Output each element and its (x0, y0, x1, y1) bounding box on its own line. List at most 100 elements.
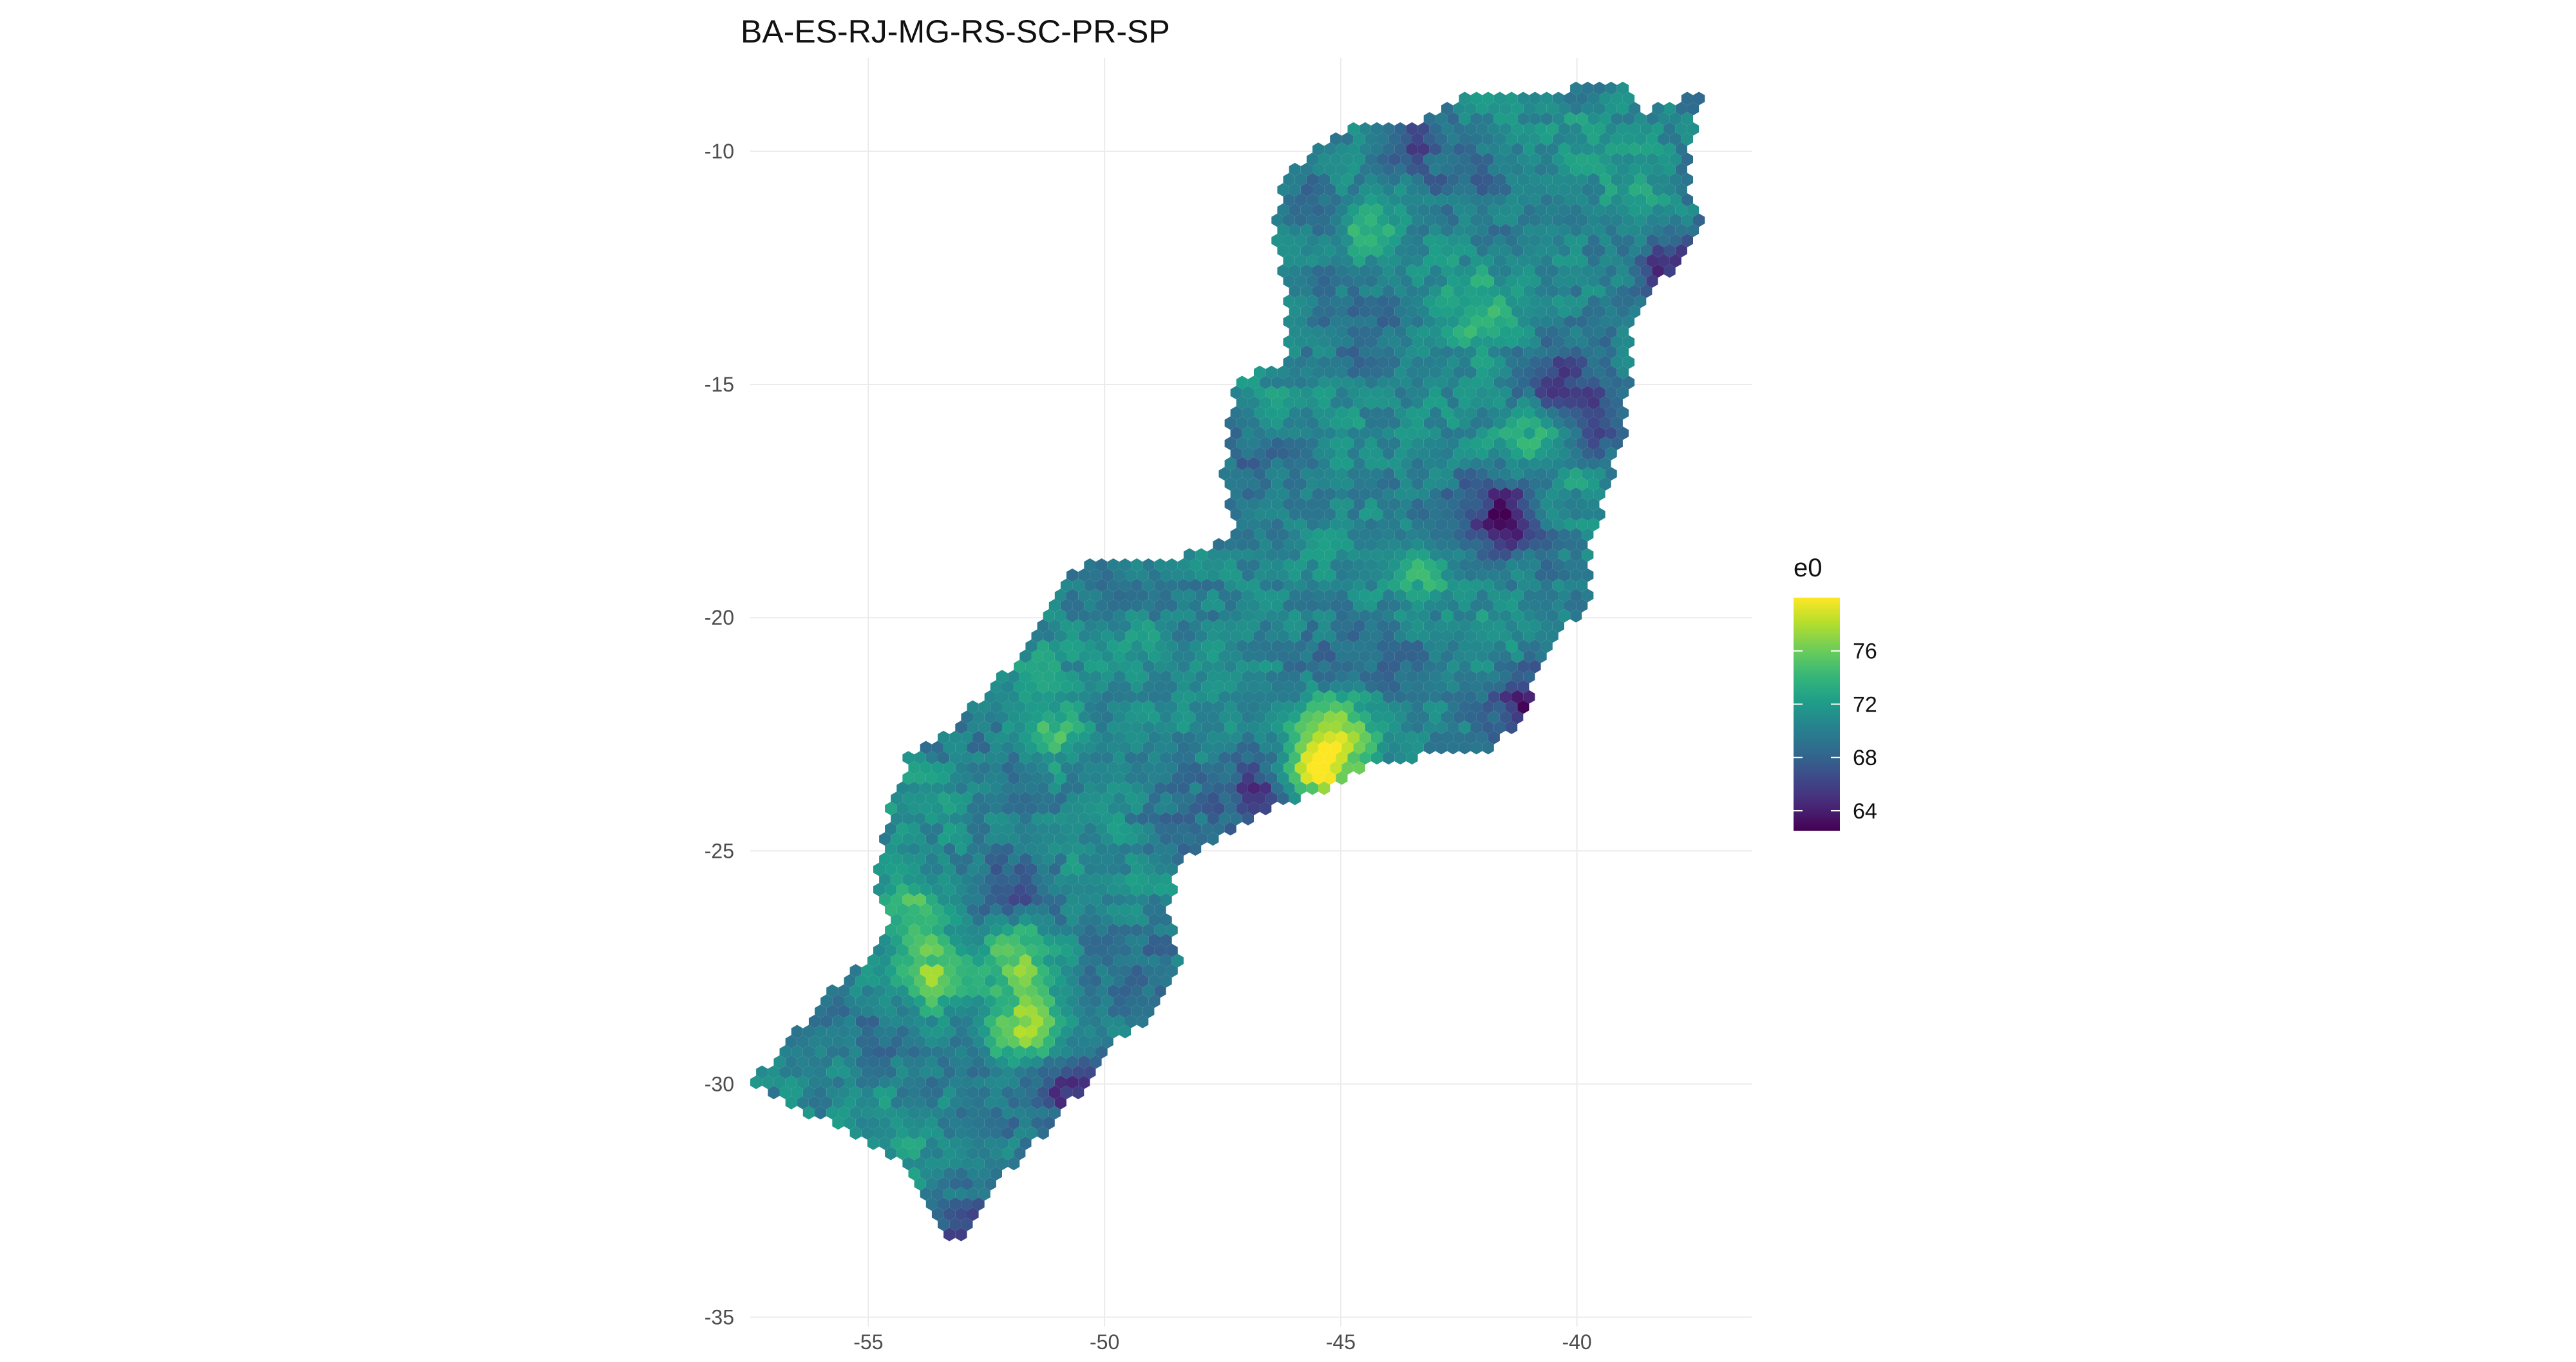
hex-cell (1283, 741, 1295, 755)
hex-cell (1107, 781, 1119, 795)
hex-cell (1593, 386, 1605, 400)
hex-cell (1183, 751, 1196, 765)
hex-cell (1289, 183, 1301, 197)
hex-cell (1171, 568, 1184, 582)
hex-cell (1043, 832, 1055, 846)
hex-cell (1019, 1075, 1032, 1090)
hex-cell (1605, 386, 1617, 400)
hex-cell (1107, 883, 1119, 896)
hex-cell (1365, 294, 1377, 308)
hex-cell (1336, 771, 1348, 785)
hex-cell (1271, 761, 1283, 775)
hex-cell (1247, 741, 1260, 755)
hex-cell (943, 883, 956, 896)
hex-cell (1412, 437, 1424, 450)
hex-cell (1189, 761, 1202, 775)
hex-cell (1324, 284, 1336, 298)
hex-cell (785, 1055, 797, 1069)
hex-cell (1166, 842, 1178, 856)
hex-cell (891, 913, 903, 927)
hex-cell (1482, 659, 1494, 674)
hex-cell (1189, 659, 1202, 674)
hex-cell (891, 933, 903, 947)
hex-cell (1511, 426, 1524, 440)
hex-cell (1359, 162, 1371, 176)
hex-cell (1506, 680, 1518, 694)
hex-cell (908, 1106, 920, 1120)
hex-cell (1347, 507, 1359, 522)
hex-cell (902, 751, 914, 765)
hex-cell (1459, 538, 1471, 552)
hex-cell (925, 1014, 938, 1028)
hex-cell (1529, 396, 1541, 410)
hex-cell (1359, 243, 1371, 258)
hex-cell (1247, 375, 1260, 390)
hex-cell (1090, 730, 1102, 744)
hex-cell (1131, 862, 1143, 876)
hex-cell (1470, 173, 1482, 187)
hex-cell (1148, 994, 1160, 1008)
hex-cell (1054, 1055, 1066, 1069)
hex-cell (978, 943, 990, 958)
hex-cell (1218, 730, 1231, 744)
hex-cell (1353, 558, 1365, 572)
hex-cell (1383, 345, 1395, 359)
hex-cell (1119, 721, 1132, 734)
hex-cell (1447, 659, 1459, 674)
hex-cell (1447, 741, 1459, 755)
hex-cell (1148, 670, 1160, 684)
hex-cell (1681, 112, 1693, 126)
hex-cell (931, 1005, 944, 1018)
hex-cell (1254, 771, 1266, 785)
hex-cell (1107, 903, 1119, 917)
hex-cell (1488, 730, 1500, 744)
hex-cell (1125, 649, 1137, 663)
hex-cell (1423, 112, 1435, 126)
hex-cell (1394, 284, 1406, 298)
hex-cell (990, 943, 1002, 958)
hex-cell (1459, 396, 1471, 410)
hex-cell (1078, 771, 1090, 785)
hex-cell (1137, 690, 1149, 704)
hex-cell (1552, 294, 1564, 308)
hex-cell (1060, 943, 1073, 958)
hex-cell (1336, 406, 1348, 420)
hex-cell (1570, 203, 1582, 217)
hex-cell (1137, 832, 1149, 846)
hex-cell (1669, 193, 1681, 207)
hex-cell (1260, 741, 1272, 755)
hex-cell (861, 984, 873, 998)
hex-cell (996, 791, 1009, 806)
hex-cell (1008, 791, 1020, 806)
hex-cell (1230, 487, 1242, 501)
hex-cell (1095, 943, 1108, 958)
hex-cell (1084, 659, 1096, 674)
hex-cell (1406, 751, 1418, 765)
hex-cell (1289, 426, 1301, 440)
hex-cell (879, 852, 891, 866)
hex-cell (1347, 162, 1359, 176)
hex-cell (885, 883, 897, 896)
hex-cell (1330, 153, 1342, 166)
hex-cell (1517, 538, 1530, 552)
hex-cell (943, 1187, 956, 1201)
hex-cell (1388, 153, 1401, 166)
hex-cell (1014, 721, 1026, 734)
hex-cell (1570, 243, 1582, 258)
hex-cell (1306, 599, 1318, 612)
hex-cell (1294, 619, 1307, 633)
hex-cell (1540, 153, 1553, 166)
hex-cell (1482, 639, 1494, 653)
hex-cell (1054, 893, 1066, 907)
hex-cell (1459, 639, 1471, 653)
hex-cell (1125, 994, 1137, 1008)
hex-cell (1564, 599, 1577, 612)
hex-cell (1540, 294, 1553, 308)
hex-cell (1441, 365, 1454, 379)
hex-cell (949, 751, 961, 765)
hex-cell (844, 1055, 856, 1069)
hex-cell (1125, 974, 1137, 988)
hex-cell (1247, 680, 1260, 694)
hex-cell (1564, 234, 1577, 247)
hex-cell (1417, 670, 1430, 684)
